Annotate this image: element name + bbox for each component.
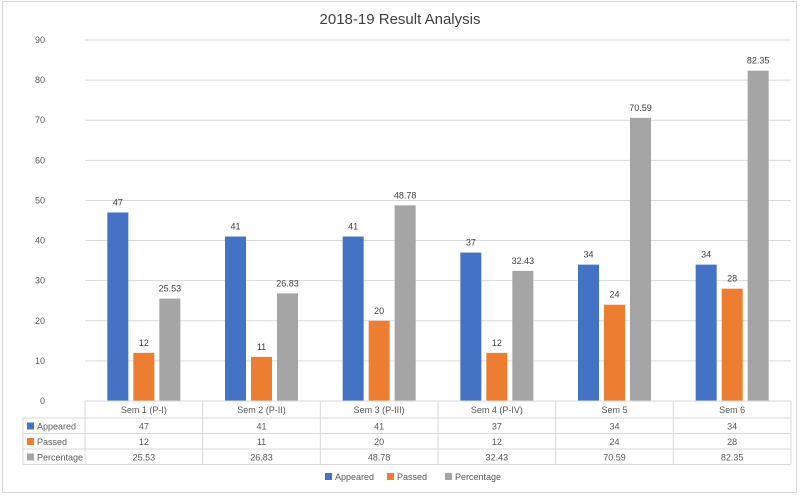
- table-cell: 11: [257, 437, 266, 447]
- table-cell: 25.53: [133, 453, 156, 463]
- data-label: 32.43: [512, 256, 535, 266]
- table-cell: 28: [727, 437, 737, 447]
- data-label: 12: [139, 338, 149, 348]
- table-cell: 24: [609, 437, 619, 447]
- chart-title: 2018-19 Result Analysis: [320, 11, 481, 28]
- bar-percentage: [277, 293, 298, 401]
- legend: Appeared Passed Percentage: [325, 472, 501, 482]
- table-cell: 32.43: [486, 453, 509, 463]
- y-tick-label: 10: [35, 356, 45, 366]
- chart: 2018-19 Result Analysis 0 10 20 30 40 50 60 70 8…: [22, 11, 792, 482]
- data-label: 26.83: [276, 278, 299, 288]
- legend-swatch-appeared: [325, 473, 332, 480]
- data-label: 20: [374, 306, 384, 316]
- data-label: 41: [230, 222, 240, 232]
- y-tick-label: 0: [40, 396, 45, 406]
- bar-appeared: [342, 236, 364, 401]
- bar-percentage: [512, 270, 534, 401]
- table-cell: 41: [256, 422, 266, 432]
- bar-percentage: [159, 298, 181, 401]
- y-tick-label: 20: [35, 316, 45, 326]
- bar-passed: [604, 304, 625, 401]
- category-label: Sem 5: [601, 405, 627, 415]
- table-series-name: Appeared: [37, 422, 76, 432]
- table-cell: 34: [609, 422, 619, 432]
- bar-appeared: [460, 252, 482, 401]
- data-label: 24: [609, 290, 619, 300]
- y-axis-ticks: 0 10 20 30 40 50 60 70 80 90: [35, 35, 45, 406]
- table-cell: 12: [139, 437, 149, 447]
- data-label: 41: [348, 222, 358, 232]
- y-tick-label: 80: [35, 75, 45, 85]
- y-tick-label: 40: [35, 236, 45, 246]
- data-label: 37: [466, 238, 476, 248]
- y-tick-label: 60: [35, 155, 45, 165]
- legend-label: Appeared: [335, 472, 374, 482]
- data-label: 28: [727, 274, 737, 284]
- legend-label: Passed: [397, 472, 427, 482]
- data-label: 70.59: [629, 103, 652, 113]
- table-cell: 41: [374, 422, 384, 432]
- bar-appeared: [578, 264, 599, 401]
- table-cell: 20: [374, 437, 384, 447]
- data-label: 48.78: [394, 190, 417, 200]
- bar-passed: [133, 352, 155, 401]
- table-cell: 37: [492, 422, 502, 432]
- data-table: Sem 1 (P-I) Sem 2 (P-II) Sem 3 (P-III) Sem …: [22, 400, 792, 465]
- table-cell: 26.83: [250, 453, 273, 463]
- legend-key-percentage: [27, 453, 34, 461]
- bar-appeared: [107, 212, 129, 401]
- table-cell: 70.59: [603, 453, 626, 463]
- legend-key-passed: [27, 438, 34, 445]
- category-label: Sem 2 (P-II): [237, 405, 286, 415]
- bar-passed: [251, 356, 272, 401]
- bar-passed: [721, 288, 743, 401]
- table-series-name: Passed: [37, 437, 67, 447]
- data-label: 82.35: [747, 56, 770, 66]
- table-cell: 48.78: [368, 453, 391, 463]
- category-label: Sem 6: [719, 405, 745, 415]
- table-cell: 34: [727, 422, 737, 432]
- data-label: 12: [492, 338, 502, 348]
- gridlines: [85, 39, 791, 362]
- table-cell: 82.35: [721, 453, 744, 463]
- data-labels: 47 12 25.53 41 11 26.83 41 20 48.78 37 12 32.43 34 24…: [113, 56, 770, 352]
- bar-appeared: [225, 236, 246, 401]
- bar-percentage: [394, 205, 416, 401]
- table-cell: 12: [492, 437, 502, 447]
- legend-label: Percentage: [455, 472, 501, 482]
- y-tick-label: 90: [35, 35, 45, 45]
- bar-percentage: [630, 117, 651, 402]
- bar-passed: [368, 320, 390, 401]
- y-tick-label: 70: [35, 115, 45, 125]
- data-label: 11: [257, 342, 266, 352]
- bar-appeared: [695, 264, 717, 401]
- y-tick-label: 30: [35, 276, 45, 286]
- data-label: 25.53: [159, 284, 182, 294]
- table-cell: 47: [139, 422, 149, 432]
- category-label: Sem 1 (P-I): [121, 405, 167, 415]
- data-label: 34: [583, 250, 593, 260]
- bar-passed: [486, 352, 508, 401]
- data-label: 34: [701, 250, 711, 260]
- legend-swatch-percentage: [445, 473, 452, 480]
- category-label: Sem 4 (P-IV): [471, 405, 523, 415]
- category-label: Sem 3 (P-III): [354, 405, 405, 415]
- bar-percentage: [747, 70, 769, 401]
- legend-key-appeared: [27, 422, 34, 430]
- legend-swatch-passed: [387, 473, 394, 480]
- data-label: 47: [113, 197, 123, 207]
- table-series-name: Percentage: [37, 453, 83, 463]
- bars: [107, 70, 769, 402]
- y-tick-label: 50: [35, 195, 45, 205]
